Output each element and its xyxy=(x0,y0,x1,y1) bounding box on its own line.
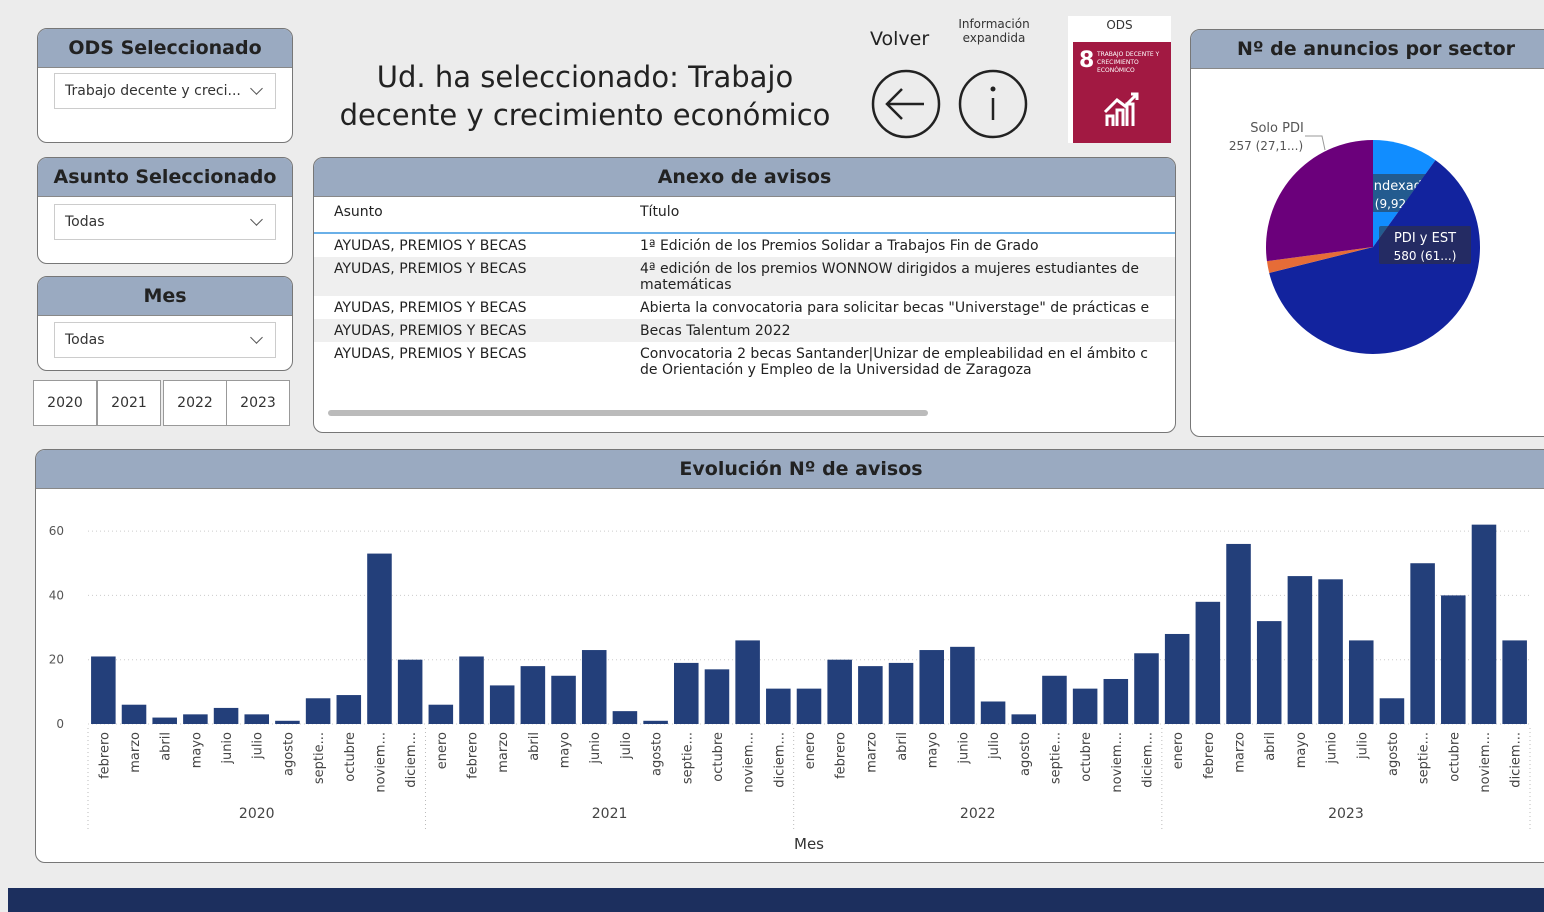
dropdown[interactable]: Trabajo decente y creci... xyxy=(54,73,276,109)
page-title: Ud. ha seleccionado: Trabajo decente y c… xyxy=(339,60,831,132)
ods-text: TRABAJO DECENTE Y CRECIMIENTO ECONÓMICO xyxy=(1097,51,1160,74)
table-header: Asunto Título xyxy=(314,197,1175,234)
info-button[interactable] xyxy=(955,66,1035,146)
pie-card: Nº de anuncios por sector xyxy=(1190,29,1544,437)
dropdown[interactable]: Todas xyxy=(54,322,276,358)
ods-icon: 8 TRABAJO DECENTE Y CRECIMIENTO ECONÓMIC… xyxy=(1073,42,1171,143)
slicer-title: Mes xyxy=(38,277,292,316)
table-card: Anexo de avisos Asunto Título AYUDAS, PRE… xyxy=(313,157,1176,433)
table-cell: Abierta la convocatoria para solicitar b… xyxy=(640,300,1150,316)
table-body: AYUDAS, PREMIOS Y BECAS 1ª Edición de los… xyxy=(314,234,1175,404)
slicer-title: Asunto Seleccionado xyxy=(38,158,292,197)
slicer-card: ODS Seleccionado Trabajo decente y creci… xyxy=(37,28,293,143)
chart-title: Nº de anuncios por sector xyxy=(1191,30,1544,69)
ods-label: ODS xyxy=(1106,18,1133,32)
back-button[interactable] xyxy=(868,66,948,146)
slicer-card: Asunto Seleccionado Todas xyxy=(37,157,293,264)
table-cell: 4ª edición de los premios WONNOW dirigid… xyxy=(640,261,1139,293)
slicer-title: ODS Seleccionado xyxy=(38,29,292,68)
table-cell: AYUDAS, PREMIOS Y BECAS xyxy=(334,261,527,277)
slicer-card: Mes Todas xyxy=(37,276,293,371)
ods-card: ODS 8 TRABAJO DECENTE Y CRECIMIENTO ECON… xyxy=(1068,16,1171,143)
table-cell: 1ª Edición de los Premios Solidar a Trab… xyxy=(640,238,1039,254)
footer-band xyxy=(8,888,1544,912)
year-button[interactable]: 2023 xyxy=(226,380,290,426)
column-header[interactable]: Asunto xyxy=(334,204,383,220)
table-row[interactable]: AYUDAS, PREMIOS Y BECAS 4ª edición de los… xyxy=(314,257,1175,296)
table-cell: Becas Talentum 2022 xyxy=(640,323,791,339)
year-button[interactable]: 2021 xyxy=(97,380,161,426)
back-label: Volver xyxy=(870,28,930,50)
year-button[interactable]: 2022 xyxy=(163,380,227,426)
table-cell: AYUDAS, PREMIOS Y BECAS xyxy=(334,300,527,316)
scrollbar xyxy=(328,410,928,416)
dropdown[interactable]: Todas xyxy=(54,204,276,240)
year-button[interactable]: 2020 xyxy=(33,380,97,426)
table-cell: AYUDAS, PREMIOS Y BECAS xyxy=(334,346,527,362)
table-cell: Convocatoria 2 becas Santander|Unizar de… xyxy=(640,346,1148,378)
chart-title: Evolución Nº de avisos xyxy=(36,450,1544,489)
info-label: Información expandida xyxy=(958,17,1030,45)
table-row[interactable]: AYUDAS, PREMIOS Y BECAS Becas Talentum 20… xyxy=(314,319,1175,342)
table-row[interactable]: AYUDAS, PREMIOS Y BECAS 1ª Edición de los… xyxy=(314,234,1175,257)
table-cell: AYUDAS, PREMIOS Y BECAS xyxy=(334,238,527,254)
table-row[interactable]: AYUDAS, PREMIOS Y BECAS Convocatoria 2 be… xyxy=(314,342,1175,381)
column-header[interactable]: Título xyxy=(640,204,680,220)
bar-card: Evolución Nº de avisos xyxy=(35,449,1544,863)
table-row[interactable]: AYUDAS, PREMIOS Y BECAS Abierta la convoc… xyxy=(314,296,1175,319)
table-title: Anexo de avisos xyxy=(314,158,1175,197)
table-cell: AYUDAS, PREMIOS Y BECAS xyxy=(334,323,527,339)
ods-number: 8 xyxy=(1079,48,1095,73)
